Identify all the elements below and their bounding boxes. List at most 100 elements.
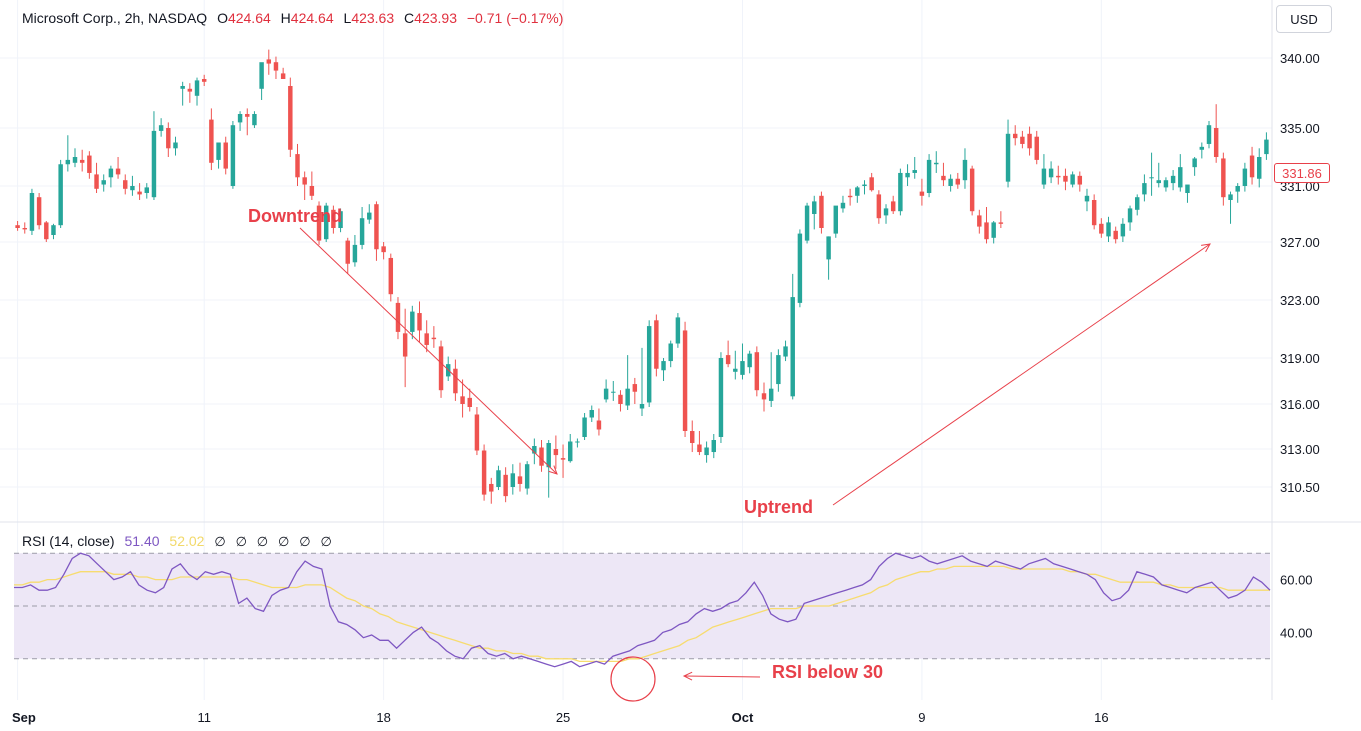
candle <box>237 111 243 131</box>
rsi-band <box>14 552 1270 660</box>
candle-body <box>883 208 889 216</box>
candle <box>438 340 444 398</box>
candle-body <box>1070 174 1075 185</box>
arrow-shaft <box>299 227 558 475</box>
candle-body <box>560 458 566 460</box>
candle-body <box>15 225 20 228</box>
candle <box>941 162 946 186</box>
low-label: L <box>343 10 352 26</box>
candle-body <box>532 446 537 454</box>
candle <box>302 171 307 200</box>
candle <box>1027 126 1032 156</box>
candle-body <box>94 174 99 189</box>
currency-button[interactable]: USD <box>1276 5 1332 33</box>
candle <box>51 223 56 240</box>
candle <box>216 142 221 169</box>
candle <box>1156 162 1161 188</box>
candle-body <box>1178 167 1183 188</box>
candle <box>367 204 372 224</box>
candle <box>338 208 343 233</box>
candle <box>603 379 609 403</box>
candle <box>173 136 178 156</box>
candle <box>654 314 659 377</box>
candle <box>65 135 71 172</box>
candle-body <box>194 80 200 96</box>
candle-body <box>460 396 465 404</box>
candle <box>144 183 150 199</box>
high-label: H <box>280 10 291 26</box>
candle <box>1185 184 1190 203</box>
last-price-tag: 331.86 <box>1274 163 1330 183</box>
candle-body <box>1099 223 1104 234</box>
candle <box>137 183 142 200</box>
candle <box>833 205 839 238</box>
candle <box>625 355 630 410</box>
candle-body <box>51 225 56 235</box>
price-tick-label: 319.00 <box>1280 351 1320 366</box>
candle <box>44 221 49 242</box>
candle-body <box>1249 155 1255 178</box>
candle-body <box>697 444 702 453</box>
candle <box>934 151 939 173</box>
candle-body <box>711 440 716 453</box>
candle-body <box>668 343 673 362</box>
candle <box>962 148 968 189</box>
rsi-ma-line <box>14 565 1270 663</box>
symbol-name: Microsoft Corp., 2h, NASDAQ <box>22 10 208 26</box>
candle-body <box>618 394 623 404</box>
candle <box>402 308 408 388</box>
candle <box>740 343 745 380</box>
candle-body <box>675 317 681 344</box>
candle <box>1041 154 1047 189</box>
candle-body <box>259 62 264 89</box>
candle-body <box>359 218 365 245</box>
candle-body <box>338 211 343 228</box>
rsi-below-30-label: RSI below 30 <box>772 662 884 682</box>
candle-body <box>123 180 128 189</box>
candle <box>1206 121 1212 149</box>
candle-body <box>776 355 781 385</box>
candle-body <box>381 246 386 253</box>
candle <box>890 195 896 214</box>
candle-body <box>539 447 544 466</box>
candle-body <box>489 483 494 492</box>
candle <box>309 171 315 200</box>
candle <box>36 193 42 230</box>
rsi-band-fill <box>14 553 1270 659</box>
candle <box>682 321 688 437</box>
candle <box>230 121 236 189</box>
candle-body <box>345 240 350 264</box>
time-tick-label: 11 <box>197 710 211 725</box>
candle <box>797 229 803 308</box>
price-tick-label: 327.00 <box>1280 235 1320 250</box>
candle-body <box>331 209 336 228</box>
time-tick-label: 25 <box>556 710 570 725</box>
candle-body <box>812 201 817 214</box>
candle <box>560 444 566 478</box>
low-value: 423.63 <box>351 10 395 26</box>
candle-body <box>761 393 767 400</box>
candle <box>553 435 559 469</box>
candle-body <box>173 142 178 149</box>
candle <box>539 440 544 472</box>
candle-body <box>740 361 745 375</box>
candle <box>259 62 264 100</box>
candle-body <box>115 168 121 175</box>
candle-body <box>424 333 429 345</box>
candle-body <box>517 476 523 484</box>
candle <box>388 253 394 302</box>
candle-body <box>58 164 63 226</box>
candle-body <box>625 388 630 406</box>
candle-body <box>309 186 315 196</box>
candle <box>288 77 293 157</box>
candle <box>209 108 214 171</box>
candle-body <box>568 441 573 462</box>
candle-body <box>1127 208 1133 223</box>
price-tick-label: 340.00 <box>1280 51 1320 66</box>
candle <box>1084 188 1090 212</box>
candle <box>1178 154 1183 192</box>
candle-body <box>402 333 408 357</box>
candle <box>1163 177 1169 192</box>
candle-body <box>768 388 774 401</box>
candle <box>130 175 135 196</box>
